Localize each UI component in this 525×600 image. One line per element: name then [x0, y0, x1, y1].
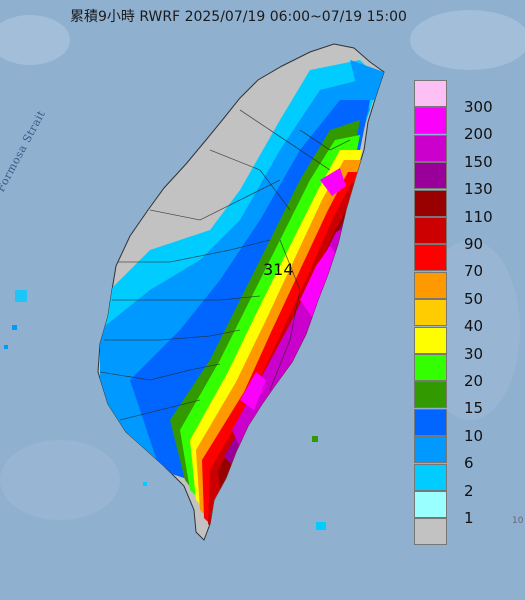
- legend-swatch: [414, 491, 447, 518]
- legend-swatch: [414, 299, 447, 327]
- legend-swatch: [414, 436, 447, 464]
- legend-label: 70: [464, 262, 484, 281]
- legend-label: 110: [464, 207, 493, 226]
- rainfall-field: [100, 60, 384, 538]
- legend-label: 1: [464, 509, 474, 527]
- legend-label: 90: [464, 235, 484, 253]
- county-boundaries: [99, 109, 351, 421]
- legend-label: 30: [464, 344, 484, 363]
- legend-swatch: [414, 189, 447, 217]
- legend-label: 20: [464, 372, 484, 390]
- legend-label: 2: [464, 481, 474, 500]
- rainfall-legend: 300 200 150 130 110 90 70 50 40 30 20 15 10 6 2 1: [414, 80, 504, 570]
- corner-mark: 10: [512, 516, 524, 526]
- legend-label: 10: [464, 426, 484, 445]
- legend-swatch: [414, 463, 447, 491]
- legend-swatch: [414, 326, 447, 354]
- legend-label: 40: [464, 317, 484, 336]
- max-rainfall-label: 314: [263, 260, 294, 279]
- legend-label: 130: [464, 180, 493, 199]
- legend-swatch: [414, 107, 447, 135]
- legend-swatch: [414, 244, 447, 272]
- legend-label: 300: [464, 98, 493, 116]
- legend-label: 6: [464, 454, 474, 473]
- legend-swatch: [414, 381, 447, 409]
- legend-swatch: [414, 354, 447, 381]
- legend-label: 200: [464, 125, 493, 144]
- legend-label: 150: [464, 152, 493, 171]
- legend-swatch: [414, 217, 447, 244]
- legend-swatch: [414, 162, 447, 190]
- legend-swatch: [414, 271, 447, 299]
- legend-label: 15: [464, 399, 484, 418]
- legend-label: 50: [464, 289, 484, 308]
- legend-swatch: [414, 80, 447, 107]
- legend-swatch: [414, 408, 447, 436]
- offshore-echoes: [4, 290, 326, 530]
- legend-swatch: [414, 134, 447, 162]
- legend-swatch: [414, 518, 447, 546]
- map-title: 累積9小時 RWRF 2025/07/19 06:00~07/19 15:00: [70, 9, 407, 25]
